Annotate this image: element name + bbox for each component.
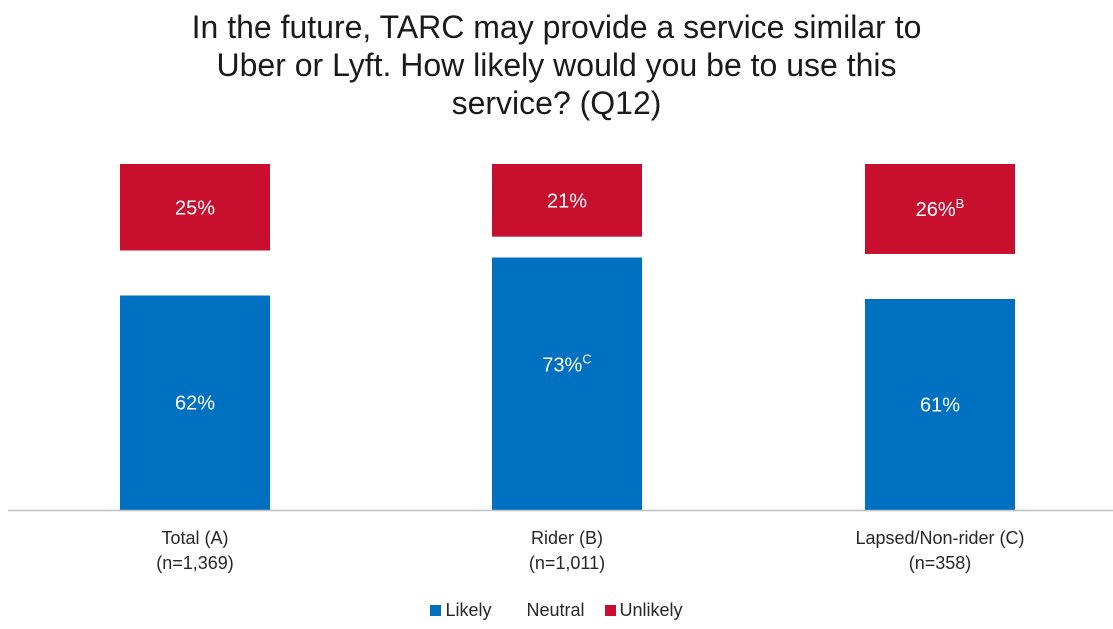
legend-label-unlikely: Unlikely <box>619 600 683 620</box>
data-label-likely-1: 62% <box>175 393 215 415</box>
bar-unlikely-2 <box>492 164 642 237</box>
bar-likely-1 <box>120 295 270 510</box>
data-label-unlikely-1: 25% <box>175 197 215 219</box>
category-sample-size-2: (n=1,011) <box>529 553 605 573</box>
category-label-2: Rider (B) <box>531 528 603 548</box>
bar-neutral-3 <box>865 253 1015 299</box>
bar-likely-3 <box>865 298 1015 510</box>
legend-swatch-unlikely <box>604 605 616 616</box>
chart-title-line-1: In the future, TARC may provide a servic… <box>191 9 922 45</box>
legend-swatch-neutral <box>511 605 523 616</box>
legend-label-neutral: Neutral <box>526 600 585 620</box>
category-sample-size-1: (n=1,369) <box>156 553 234 573</box>
legend: Likely Neutral Unlikely <box>0 600 1113 621</box>
bar-likely-2 <box>492 257 642 510</box>
legend-item-unlikely: Unlikely <box>604 600 683 621</box>
bar-unlikely-1 <box>120 164 270 251</box>
legend-swatch-likely <box>430 605 442 616</box>
chart-title: In the future, TARC may provide a servic… <box>0 8 1113 122</box>
chart-title-line-3: service? (Q12) <box>451 85 662 121</box>
bar-unlikely-3 <box>865 164 1015 254</box>
legend-label-likely: Likely <box>445 600 492 620</box>
data-label-likely-3: 61% <box>920 394 960 416</box>
bar-neutral-1 <box>120 250 270 296</box>
data-label-unlikely-2: 21% <box>547 190 587 212</box>
category-label-3: Lapsed/Non-rider (C) <box>855 528 1024 548</box>
legend-item-likely: Likely <box>430 600 491 621</box>
category-sample-size-3: (n=358) <box>909 553 972 573</box>
bar-neutral-2 <box>492 236 642 258</box>
legend-item-neutral: Neutral <box>511 600 585 621</box>
category-label-1: Total (A) <box>161 528 228 548</box>
chart-title-line-2: Uber or Lyft. How likely would you be to… <box>216 47 897 83</box>
